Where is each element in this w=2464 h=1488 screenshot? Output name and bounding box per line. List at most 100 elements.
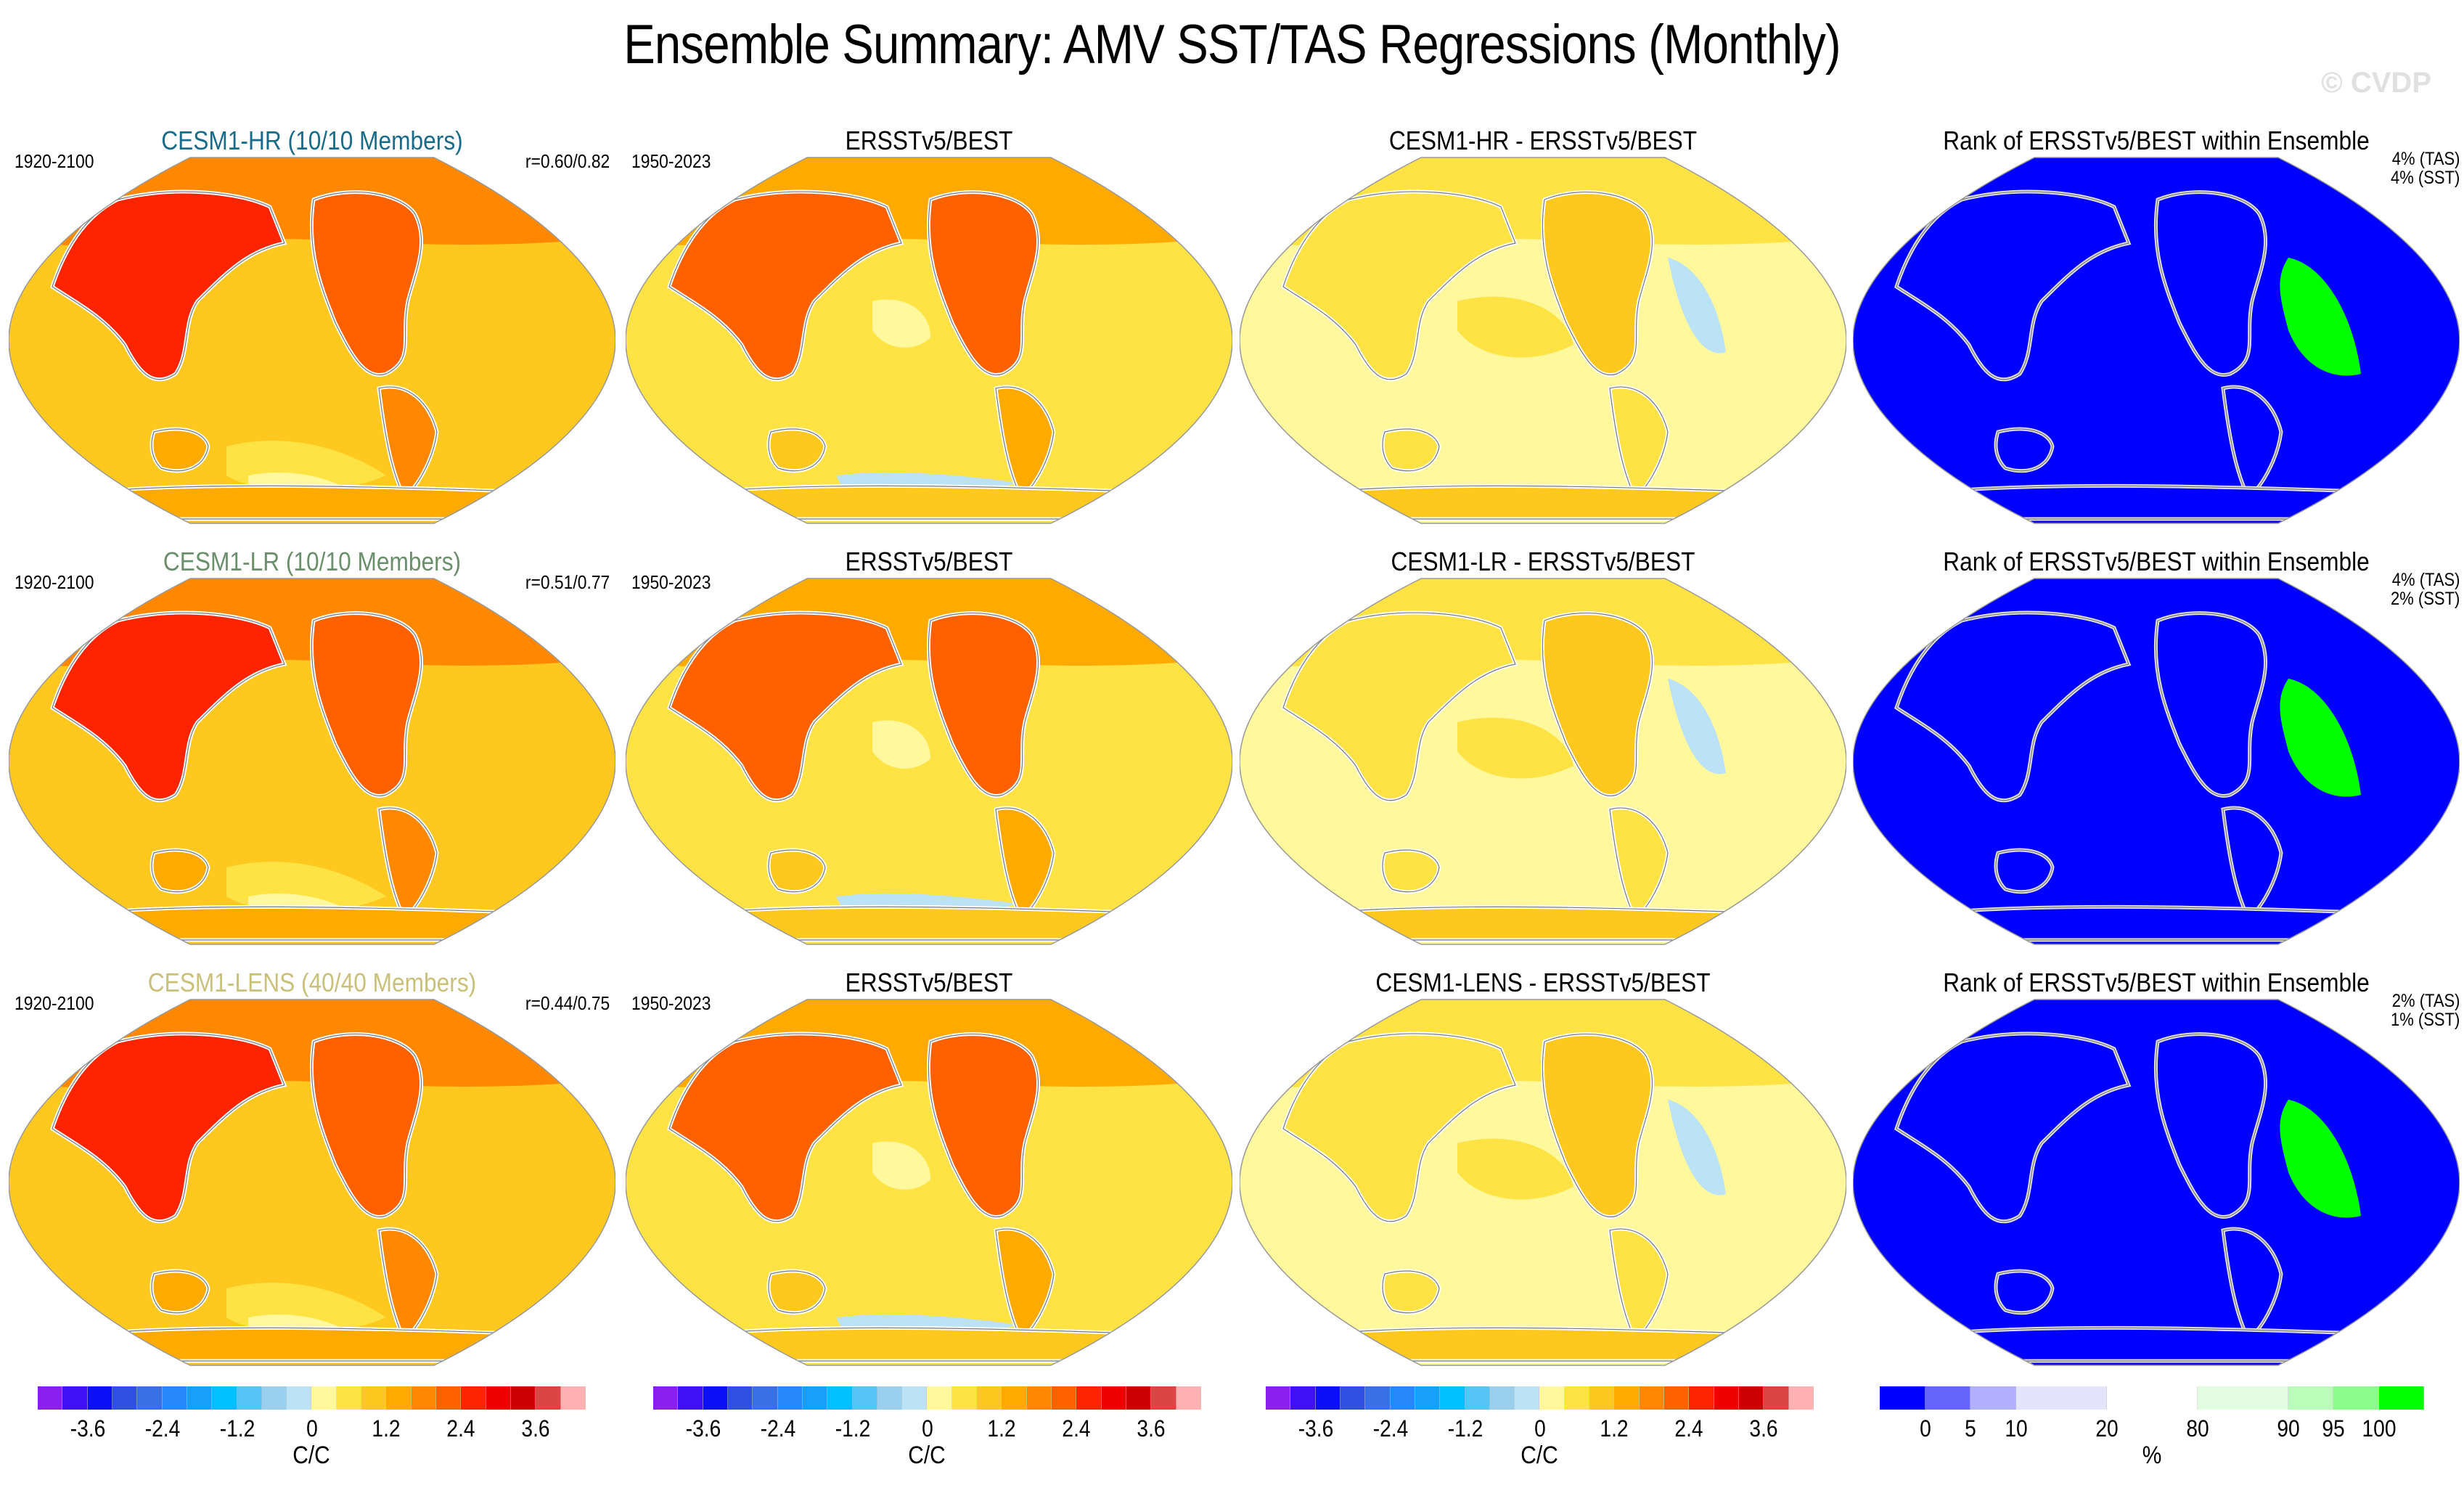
period-label: 1950-2023 (631, 150, 711, 172)
colorbar-swatch (1970, 1386, 2016, 1410)
land-region (1996, 850, 2052, 892)
coastline (995, 807, 1055, 919)
land-region (2223, 387, 2281, 497)
coastline (52, 191, 285, 380)
colorbar-tick-label: 0 (306, 1415, 318, 1442)
map-panel-diff: CESM1-HR - ERSSTv5/BEST (1240, 126, 1846, 541)
colorbar-swatch (1465, 1386, 1490, 1410)
colorbar-swatch (902, 1386, 928, 1410)
colorbar-swatch (1515, 1386, 1540, 1410)
world-map (1240, 578, 1846, 945)
coastline (928, 192, 1039, 376)
colorbar-swatch (1052, 1386, 1077, 1410)
colorbar-swatch (1614, 1386, 1640, 1410)
coastline (928, 1034, 1039, 1218)
land-region (52, 192, 285, 380)
colorbar-swatch (212, 1386, 237, 1410)
pattern-correlation: r=0.44/0.75 (525, 992, 610, 1014)
period-label: 1920-2100 (15, 571, 94, 593)
colorbar-swatch (703, 1386, 728, 1410)
period-label: 1920-2100 (15, 992, 94, 1014)
colorbar-swatch (1126, 1386, 1152, 1410)
map-border (626, 999, 1232, 1366)
map-panel-obs: ERSSTv5/BEST 1950-2023 (626, 547, 1232, 962)
colorbar-tick-label: 2.4 (1674, 1415, 1703, 1442)
colorbar-tick-label: 0 (1534, 1415, 1546, 1442)
coastline (1896, 191, 2129, 380)
colorbar-unit: % (2142, 1442, 2162, 1469)
colorbar-swatch (361, 1386, 387, 1410)
colorbar-swatch (827, 1386, 853, 1410)
colorbar-tick-label: 2.4 (1062, 1415, 1091, 1442)
colorbar-swatch (1639, 1386, 1664, 1410)
land-region (734, 1328, 1134, 1361)
colorbar-tick-label: 1.2 (372, 1415, 401, 1442)
colorbar-swatch (653, 1386, 679, 1410)
map-panel-model: CESM1-LR (10/10 Members) 1920-2100 r=0.51/… (9, 547, 615, 962)
coastline (1282, 191, 1516, 380)
coastline (52, 612, 285, 801)
anomaly-region (1668, 1100, 1726, 1195)
colorbar-swatch (1788, 1386, 1814, 1410)
colorbar-swatch (187, 1386, 213, 1410)
land-region (379, 808, 437, 918)
colorbar-swatch (678, 1386, 703, 1410)
land-region (379, 387, 437, 497)
coastline (378, 807, 438, 919)
coastline (2155, 192, 2267, 376)
colorbar-tick-label: -2.4 (144, 1415, 180, 1442)
land-region (996, 808, 1054, 918)
period-label: 1920-2100 (15, 150, 94, 172)
land-region (152, 429, 208, 471)
land-region (1348, 486, 1748, 519)
land-region (1896, 1034, 2129, 1222)
panel-title: ERSSTv5/BEST (845, 547, 1013, 576)
anomaly-region (1457, 717, 1573, 779)
colorbar-swatch (1101, 1386, 1126, 1410)
coastline (1282, 1033, 1516, 1222)
colorbar-swatch (977, 1386, 1002, 1410)
colorbar-swatch (1689, 1386, 1714, 1410)
colorbar-swatch (261, 1386, 287, 1410)
map-panel-rank: Rank of ERSSTv5/BEST within Ensemble 2% (… (1853, 968, 2460, 1383)
colorbar-tick-label: 20 (2095, 1415, 2119, 1442)
land-region (1610, 1229, 1668, 1339)
colorbar-tick-label: 5 (1965, 1415, 1976, 1442)
land-region (734, 486, 1134, 519)
map-panel-model: CESM1-HR (10/10 Members) 1920-2100 r=0.60/… (9, 126, 615, 541)
coastline (1609, 807, 1669, 919)
world-map (626, 157, 1232, 524)
colorbar-swatch (802, 1386, 828, 1410)
colorbar-swatch (1589, 1386, 1615, 1410)
panel-title: CESM1-LENS (40/40 Members) (147, 968, 477, 997)
colorbar-swatch (237, 1386, 262, 1410)
colorbar-tick-label: 90 (2276, 1415, 2300, 1442)
map-panel-diff: CESM1-LR - ERSSTv5/BEST (1240, 547, 1846, 962)
colorbar-swatch (1764, 1386, 1789, 1410)
colorbar-swatch (777, 1386, 803, 1410)
map-border (1240, 157, 1846, 524)
land-region (1383, 850, 1439, 892)
colorbar-swatch (1290, 1386, 1316, 1410)
coastline (1382, 849, 1440, 893)
world-map (1853, 157, 2460, 524)
colorbar-swatch (2333, 1386, 2379, 1410)
coastline (768, 428, 826, 472)
map-border (1853, 578, 2460, 945)
colorbar-tick-label: 100 (2362, 1415, 2396, 1442)
anomaly-region (2280, 679, 2361, 797)
colorbar-swatch (852, 1386, 877, 1410)
coastline (1542, 1034, 1653, 1218)
colorbar-diff: -3.6 -2.4 -1.2 0 1.2 2.4 3.6 C/C (1266, 1386, 1814, 1488)
coastline (768, 1270, 826, 1314)
land-region (118, 1328, 517, 1361)
colorbar-swatch (1489, 1386, 1515, 1410)
colorbar-unit: C/C (908, 1442, 946, 1469)
colorbar-rank: 0 5 10 20 80 90 95 100 % (1880, 1386, 2424, 1488)
world-map (9, 578, 615, 945)
land-region (769, 850, 825, 892)
coastline (1995, 428, 2053, 472)
anomaly-region (872, 1141, 930, 1190)
coastline (928, 613, 1039, 797)
anomaly-region (1668, 679, 1726, 774)
